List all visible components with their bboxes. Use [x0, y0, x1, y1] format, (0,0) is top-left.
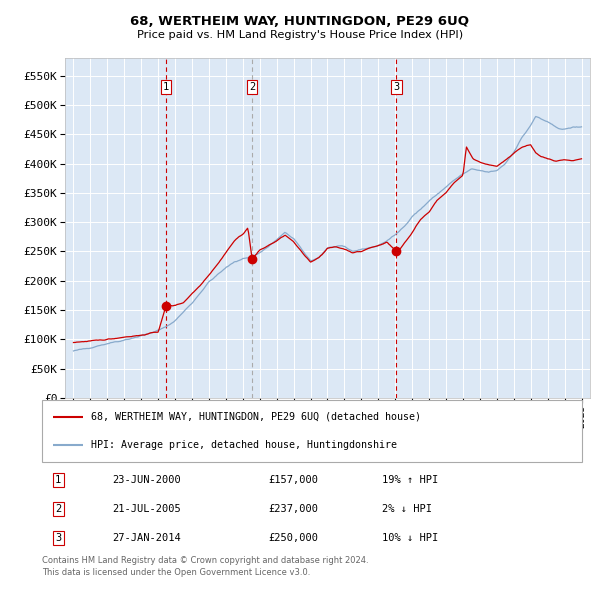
Text: HPI: Average price, detached house, Huntingdonshire: HPI: Average price, detached house, Hunt…	[91, 440, 397, 450]
Text: 68, WERTHEIM WAY, HUNTINGDON, PE29 6UQ (detached house): 68, WERTHEIM WAY, HUNTINGDON, PE29 6UQ (…	[91, 412, 421, 422]
Text: 10% ↓ HPI: 10% ↓ HPI	[382, 533, 439, 543]
Text: £237,000: £237,000	[269, 504, 319, 514]
Text: Contains HM Land Registry data © Crown copyright and database right 2024.: Contains HM Land Registry data © Crown c…	[42, 556, 368, 565]
Text: 19% ↑ HPI: 19% ↑ HPI	[382, 475, 439, 485]
Text: 2: 2	[55, 504, 61, 514]
Text: 23-JUN-2000: 23-JUN-2000	[112, 475, 181, 485]
Text: 2: 2	[249, 83, 255, 92]
Text: £250,000: £250,000	[269, 533, 319, 543]
FancyBboxPatch shape	[42, 400, 582, 462]
Text: 3: 3	[55, 533, 61, 543]
Text: This data is licensed under the Open Government Licence v3.0.: This data is licensed under the Open Gov…	[42, 568, 310, 577]
Text: 3: 3	[394, 83, 400, 92]
Text: 1: 1	[163, 83, 169, 92]
Text: 27-JAN-2014: 27-JAN-2014	[112, 533, 181, 543]
Text: 2% ↓ HPI: 2% ↓ HPI	[382, 504, 432, 514]
Text: £157,000: £157,000	[269, 475, 319, 485]
Text: 1: 1	[55, 475, 61, 485]
Text: 68, WERTHEIM WAY, HUNTINGDON, PE29 6UQ: 68, WERTHEIM WAY, HUNTINGDON, PE29 6UQ	[131, 15, 470, 28]
Text: 21-JUL-2005: 21-JUL-2005	[112, 504, 181, 514]
Text: Price paid vs. HM Land Registry's House Price Index (HPI): Price paid vs. HM Land Registry's House …	[137, 30, 463, 40]
